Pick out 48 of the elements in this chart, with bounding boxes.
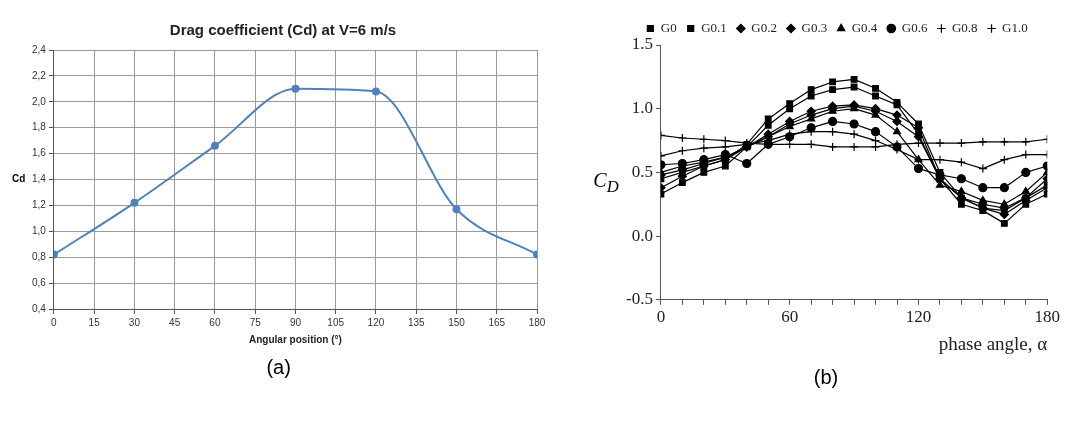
x-tick-label: 45 xyxy=(169,316,182,328)
x-tick-label: 135 xyxy=(408,316,426,328)
y-tick-label: 2,2 xyxy=(32,69,47,81)
x-tick-label: 60 xyxy=(209,316,222,328)
x-tick-label: 150 xyxy=(448,316,466,328)
y-tick-label: 0,6 xyxy=(32,276,47,288)
text: (a) xyxy=(266,356,291,379)
text: (b) xyxy=(813,366,839,389)
y-tick-label: 0,8 xyxy=(32,250,47,262)
x-axis-title: Angular position (°) xyxy=(249,333,343,345)
x-tick-label: 15 xyxy=(88,316,101,328)
y-tick-label: 0,4 xyxy=(32,302,47,314)
x-tick-label: 0 xyxy=(656,307,665,327)
y-tick-label: 0.0 xyxy=(631,225,653,245)
x-tick-label: 120 xyxy=(367,316,386,328)
y-tick-label: 1.0 xyxy=(631,98,653,118)
y-tick-label: 1,6 xyxy=(32,147,47,159)
x-tick-label: 105 xyxy=(327,316,345,328)
x-tick-label: 90 xyxy=(290,316,302,328)
x-tick-label: 75 xyxy=(249,316,262,328)
y-tick-label: 1,8 xyxy=(32,121,47,133)
y-tick-label: 2,0 xyxy=(32,95,47,107)
y-axis-title: C$_{D}$ xyxy=(592,169,620,197)
legend-label: G0.4 xyxy=(851,19,878,35)
legend-label: G1.0 xyxy=(1001,19,1028,35)
x-axis-title: phase angle, α xyxy=(938,332,1047,354)
x-tick-label: 180 xyxy=(1034,307,1060,327)
y-tick-label: 1.5 xyxy=(631,34,653,54)
legend-label: G0.2 xyxy=(751,19,777,35)
x-tick-label: 180 xyxy=(529,316,547,328)
y-tick-label: 0.5 xyxy=(631,161,653,181)
x-tick-label: 165 xyxy=(488,316,506,328)
y-tick-label: 1,4 xyxy=(32,173,47,185)
x-tick-label: 120 xyxy=(905,307,931,327)
x-tick-label: 0 xyxy=(51,316,58,328)
y-tick-label: 1,0 xyxy=(32,225,47,237)
legend-label: G0.6 xyxy=(901,19,928,35)
x-tick-label: 30 xyxy=(129,316,141,328)
legend-label: G0 xyxy=(660,19,677,35)
y-axis-title: Cd xyxy=(11,172,27,184)
y-tick-label: 1,2 xyxy=(32,199,47,211)
legend-label: G0.1 xyxy=(700,19,727,35)
x-tick-label: 60 xyxy=(780,307,798,327)
legend-label: G0.8 xyxy=(951,19,978,35)
legend-label: G0.3 xyxy=(801,19,827,35)
chart-title: Drag coefficient (Cd) at V=6 m/s xyxy=(170,21,397,39)
y-tick-label: -0.5 xyxy=(625,289,653,309)
y-tick-label: 2,4 xyxy=(32,43,47,55)
